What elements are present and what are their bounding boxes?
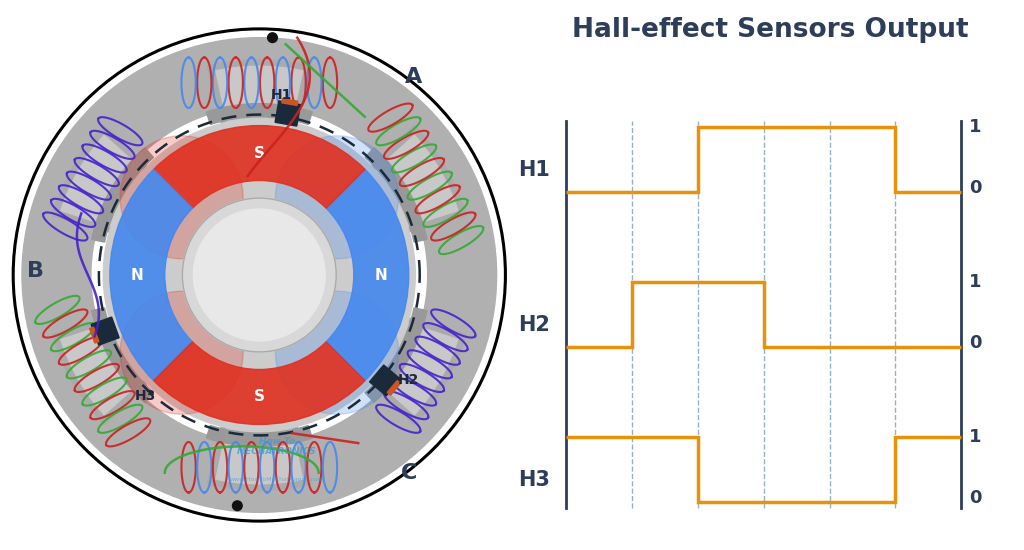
- Wedge shape: [367, 125, 466, 234]
- Circle shape: [92, 108, 426, 442]
- Wedge shape: [60, 135, 146, 228]
- Wedge shape: [52, 125, 152, 234]
- Wedge shape: [372, 135, 458, 228]
- Text: S: S: [254, 389, 265, 404]
- Circle shape: [22, 38, 497, 512]
- Text: 0: 0: [969, 334, 982, 352]
- Circle shape: [120, 291, 243, 414]
- Text: A: A: [404, 67, 422, 87]
- Text: 1: 1: [969, 428, 982, 447]
- Wedge shape: [366, 308, 427, 403]
- Text: N: N: [375, 267, 388, 283]
- Text: Hall-effect Sensors Output: Hall-effect Sensors Output: [572, 16, 969, 42]
- Wedge shape: [206, 103, 312, 124]
- Polygon shape: [89, 327, 99, 343]
- Wedge shape: [91, 147, 154, 242]
- Circle shape: [267, 33, 278, 42]
- Polygon shape: [282, 98, 298, 106]
- Wedge shape: [216, 424, 303, 484]
- Wedge shape: [207, 59, 311, 130]
- Wedge shape: [326, 169, 409, 381]
- Wedge shape: [216, 66, 303, 126]
- Wedge shape: [207, 420, 311, 491]
- Text: 1: 1: [969, 273, 982, 292]
- Text: N: N: [131, 267, 143, 283]
- Text: S: S: [254, 146, 265, 161]
- Text: H2: H2: [398, 373, 420, 388]
- Text: How To
MECHATRONICS: How To MECHATRONICS: [238, 437, 316, 456]
- Text: 0: 0: [969, 179, 982, 197]
- Circle shape: [182, 198, 336, 352]
- Polygon shape: [370, 365, 400, 396]
- Text: H2: H2: [518, 315, 550, 334]
- Wedge shape: [366, 147, 427, 242]
- Circle shape: [275, 291, 398, 414]
- Text: H1: H1: [518, 160, 550, 180]
- Wedge shape: [52, 316, 152, 425]
- Text: B: B: [27, 261, 44, 280]
- Polygon shape: [275, 101, 300, 126]
- Text: 1: 1: [969, 118, 982, 136]
- Text: H3: H3: [518, 470, 550, 490]
- Wedge shape: [372, 322, 458, 415]
- Wedge shape: [91, 308, 154, 403]
- Text: C: C: [400, 463, 417, 483]
- Circle shape: [194, 209, 326, 341]
- Wedge shape: [154, 342, 365, 425]
- Polygon shape: [91, 317, 119, 345]
- Wedge shape: [60, 322, 146, 415]
- Polygon shape: [387, 381, 400, 395]
- Circle shape: [103, 119, 416, 431]
- Wedge shape: [206, 426, 312, 447]
- Text: 0: 0: [969, 489, 982, 507]
- Wedge shape: [110, 169, 193, 381]
- Circle shape: [275, 136, 398, 259]
- Text: H1: H1: [270, 88, 292, 102]
- Circle shape: [120, 136, 243, 259]
- Wedge shape: [154, 125, 365, 208]
- Text: www.HowToMechatronics.com: www.HowToMechatronics.com: [229, 477, 325, 482]
- Circle shape: [232, 501, 242, 510]
- Text: H3: H3: [134, 389, 156, 403]
- Wedge shape: [367, 316, 466, 425]
